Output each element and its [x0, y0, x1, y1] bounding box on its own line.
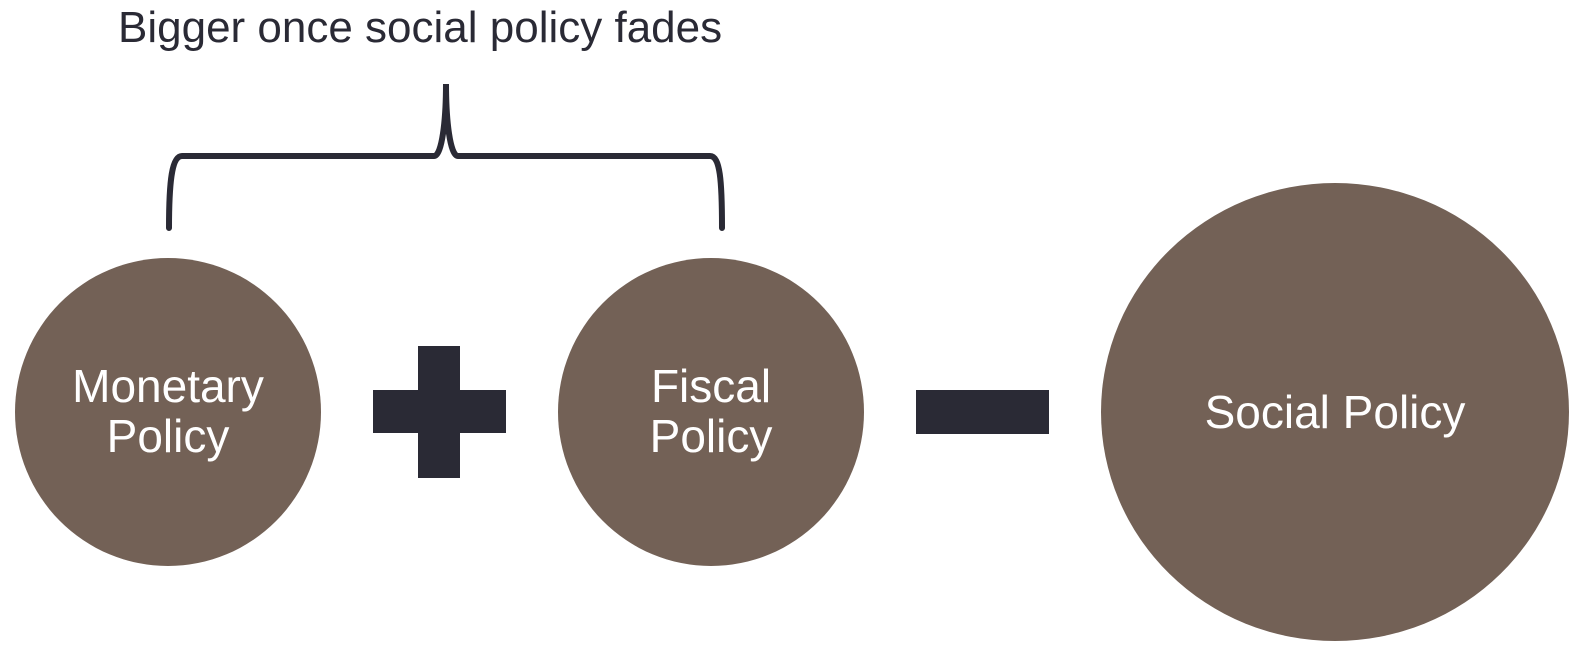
monetary-circle [15, 258, 321, 566]
social-label: Social Policy [1205, 386, 1466, 438]
fiscal-circle [558, 258, 864, 566]
minus-sign [916, 390, 1049, 434]
brace [166, 83, 725, 231]
monetary-label: Monetary Policy [72, 360, 264, 462]
brace-caption: Bigger once social policy fades [118, 3, 722, 52]
social-circle [1101, 183, 1569, 641]
fiscal-label: Fiscal Policy [650, 360, 773, 462]
plus-sign [373, 346, 506, 478]
